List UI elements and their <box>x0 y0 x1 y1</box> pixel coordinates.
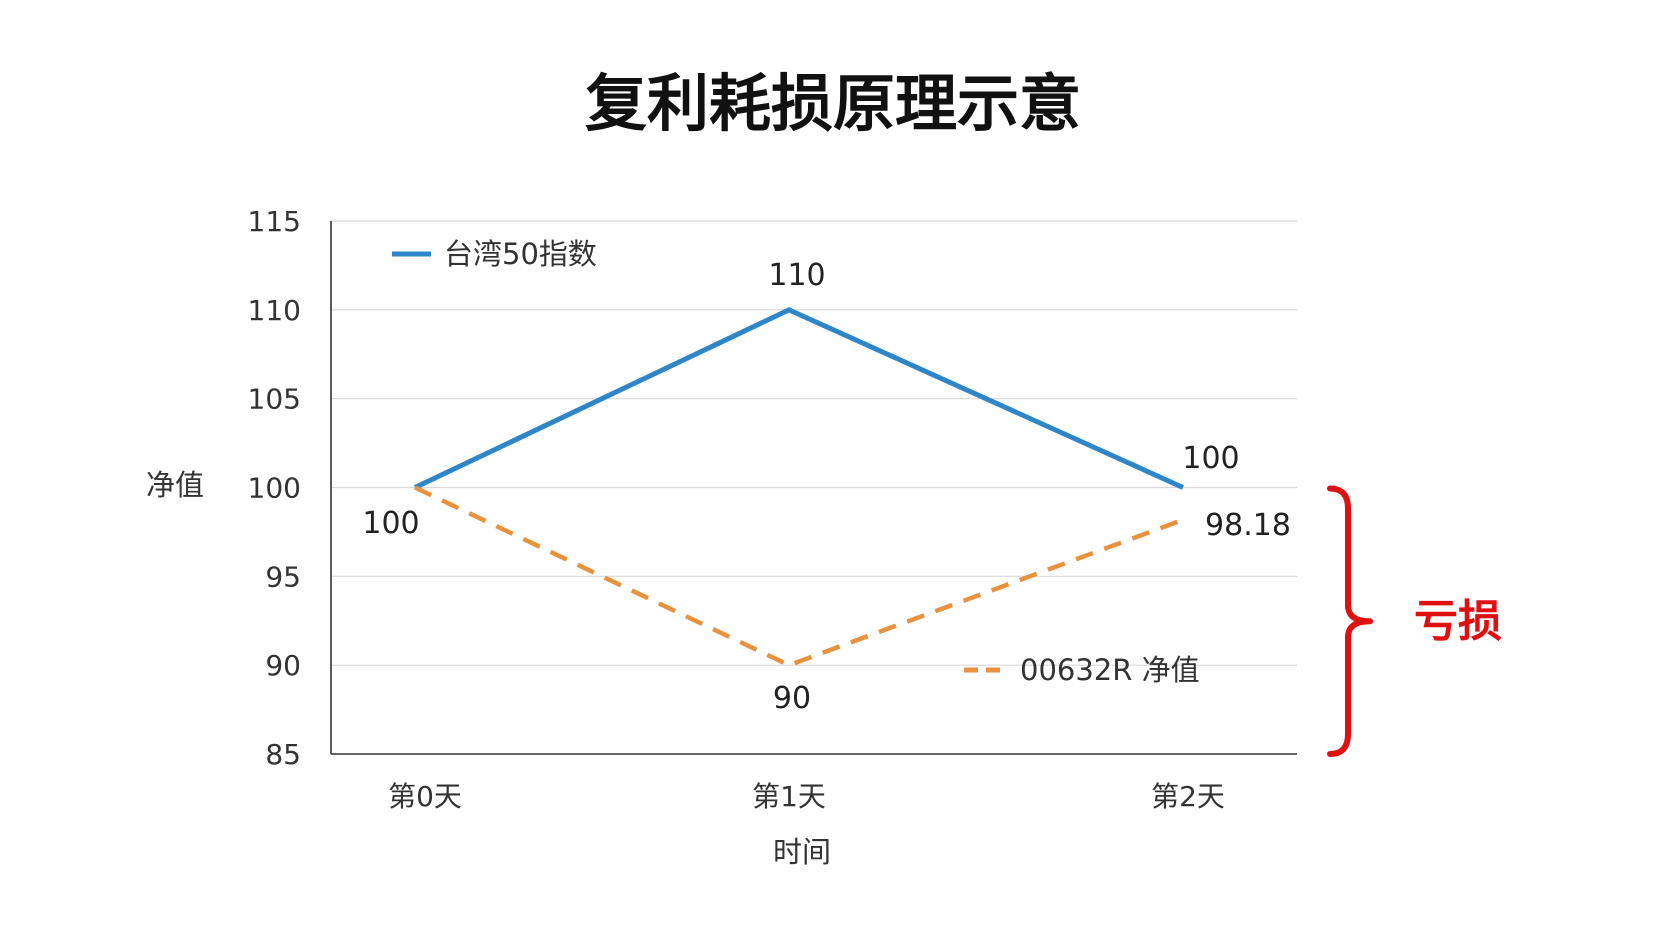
data-labels: 110 100 100 90 98.18 <box>362 258 1291 716</box>
y-tick-label-85: 85 <box>265 738 301 771</box>
data-label-1-0: 100 <box>362 506 419 541</box>
series-line-1 <box>414 485 1184 668</box>
x-axis-title: 时间 <box>773 835 831 869</box>
axes <box>330 221 1297 755</box>
x-tick-labels: 第0天 第1天 第2天 <box>388 780 1225 813</box>
x-tick-label-0: 第0天 <box>388 780 462 813</box>
data-points <box>414 309 1184 666</box>
y-tick-label-110: 110 <box>248 294 301 327</box>
legend: 台湾50指数 00632R 净值 <box>392 237 1200 687</box>
y-tick-label-115: 115 <box>248 205 301 238</box>
y-tick-labels: 115 110 105 100 95 90 85 <box>248 205 301 771</box>
y-tick-label-100: 100 <box>248 472 301 505</box>
chart-title: 复利耗损原理示意 <box>585 67 1081 140</box>
data-label-1-1: 90 <box>773 681 811 716</box>
loss-label: 亏损 <box>1414 596 1502 647</box>
y-tick-label-90: 90 <box>265 649 301 682</box>
y-axis-title: 净值 <box>146 468 204 502</box>
legend-label-0: 台湾50指数 <box>444 237 597 271</box>
gridlines <box>331 220 1297 666</box>
data-label-1-2: 98.18 <box>1205 508 1291 543</box>
data-label-0-2: 100 <box>1182 441 1239 476</box>
data-label-0-1: 110 <box>768 258 825 293</box>
x-tick-label-2: 第2天 <box>1151 780 1225 813</box>
y-tick-label-95: 95 <box>265 560 301 593</box>
x-tick-label-1: 第1天 <box>752 780 826 813</box>
y-tick-label-105: 105 <box>248 383 301 416</box>
loss-annotation: 亏损 <box>1327 485 1502 757</box>
legend-label-1: 00632R 净值 <box>1020 653 1200 687</box>
loss-brace <box>1327 485 1373 757</box>
